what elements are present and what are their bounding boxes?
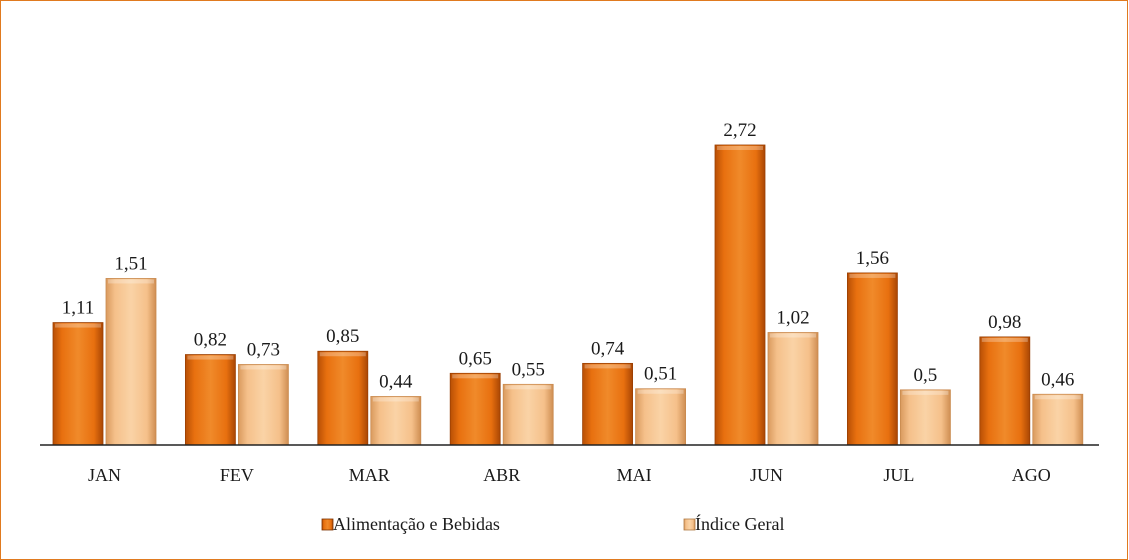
data-label: 0,5 bbox=[914, 365, 938, 386]
legend-label: Alimentação e Bebidas bbox=[333, 514, 500, 534]
data-label: 0,74 bbox=[591, 338, 625, 359]
data-label: 0,65 bbox=[459, 348, 492, 369]
category-labels: JAN FEV MAR ABR MAI JUN JUL AGO bbox=[88, 465, 1051, 485]
bar-highlight bbox=[902, 390, 949, 395]
bar-indice-mar bbox=[370, 396, 422, 446]
bar-indice-mai bbox=[635, 388, 686, 446]
bar-highlight bbox=[770, 333, 816, 338]
bar-indice-ago bbox=[1032, 393, 1084, 446]
bar-alimentacao-jul bbox=[847, 272, 898, 446]
legend-swatch bbox=[683, 518, 696, 531]
data-label: 0,98 bbox=[988, 312, 1021, 333]
bar-indice-jul bbox=[900, 389, 951, 446]
bar-indice-fev bbox=[237, 364, 289, 446]
data-label: 0,82 bbox=[194, 330, 227, 351]
bar-highlight bbox=[717, 145, 763, 150]
category-label: JAN bbox=[88, 465, 121, 485]
bar-highlight bbox=[1034, 395, 1081, 400]
legend: Alimentação e Bebidas Índice Geral bbox=[321, 513, 784, 534]
data-label: 1,11 bbox=[62, 298, 95, 319]
bar-alimentacao-abr bbox=[449, 372, 501, 446]
category-label: MAR bbox=[349, 465, 390, 485]
bar-alimentacao-fev bbox=[184, 354, 236, 446]
bar-highlight bbox=[452, 374, 499, 379]
data-label: 0,51 bbox=[644, 364, 677, 385]
bar-highlight bbox=[584, 364, 631, 369]
legend-label: Índice Geral bbox=[695, 513, 784, 534]
data-label: 0,46 bbox=[1041, 369, 1074, 390]
bar-alimentacao-mar bbox=[317, 350, 369, 446]
data-label: 1,02 bbox=[776, 307, 809, 328]
legend-swatch bbox=[321, 518, 334, 531]
bar-highlight bbox=[319, 352, 366, 357]
bar-indice-jun bbox=[767, 332, 819, 446]
bar-alimentacao-jun bbox=[714, 144, 766, 446]
bar-highlight bbox=[55, 323, 101, 328]
category-label: JUN bbox=[750, 465, 783, 485]
category-label: FEV bbox=[220, 465, 254, 485]
data-label: 0,55 bbox=[512, 359, 545, 380]
category-label: AGO bbox=[1012, 465, 1051, 485]
data-label: 0,73 bbox=[247, 339, 280, 360]
bar-highlight bbox=[637, 389, 684, 394]
bar-highlight bbox=[849, 273, 896, 278]
bars-layer: 1,111,510,82 0,730,850,440,650,550,740,51… bbox=[52, 120, 1084, 446]
data-label: 0,44 bbox=[379, 371, 413, 392]
data-label: 1,56 bbox=[856, 248, 889, 269]
data-label: 2,72 bbox=[723, 120, 756, 141]
category-label: JUL bbox=[883, 465, 914, 485]
bar-highlight bbox=[505, 385, 552, 390]
bar-indice-jan bbox=[105, 278, 157, 446]
bar-highlight bbox=[108, 279, 154, 284]
bar-highlight bbox=[372, 397, 419, 402]
data-label: 1,51 bbox=[114, 253, 147, 274]
bar-chart: 1,111,510,82 0,730,850,440,650,550,740,51… bbox=[40, 120, 1099, 534]
bar-alimentacao-mai bbox=[582, 362, 633, 446]
bar-indice-abr bbox=[502, 383, 554, 446]
bar-highlight bbox=[240, 365, 287, 370]
category-label: ABR bbox=[483, 465, 520, 485]
category-label: MAI bbox=[617, 465, 652, 485]
data-label: 0,85 bbox=[326, 326, 359, 347]
bar-highlight bbox=[981, 337, 1028, 342]
bar-alimentacao-jan bbox=[52, 322, 104, 446]
bar-highlight bbox=[187, 355, 234, 360]
bar-alimentacao-ago bbox=[979, 336, 1031, 446]
